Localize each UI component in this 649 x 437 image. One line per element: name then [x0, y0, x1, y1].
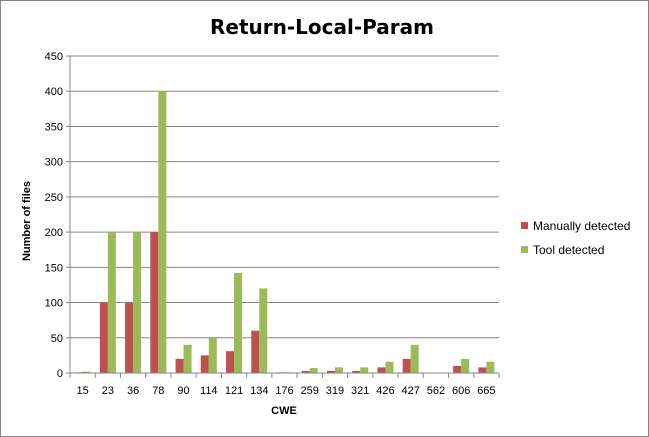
x-tick-label: 15	[76, 385, 88, 397]
bar-tool-134	[259, 288, 268, 373]
bar-manual-23	[99, 302, 108, 373]
x-tick-label: 121	[225, 385, 243, 397]
legend-swatch	[521, 246, 528, 253]
x-tick-label: 176	[275, 385, 293, 397]
bar-tool-114	[208, 337, 217, 373]
y-tick-label: 450	[45, 51, 63, 63]
bar-tool-427	[410, 344, 419, 373]
legend-swatch	[521, 222, 528, 229]
bar-tool-321	[360, 367, 369, 373]
x-tick-label: 665	[477, 385, 495, 397]
x-tick-label: 23	[102, 385, 114, 397]
bar-manual-427	[402, 358, 411, 373]
bar-manual-321	[352, 370, 361, 373]
bar-manual-665	[478, 367, 487, 373]
bar-manual-78	[150, 232, 159, 373]
y-tick-label: 400	[45, 86, 63, 98]
bar-tool-121	[234, 272, 243, 373]
x-axis-ticks: 15 23 36 78 90 114 121 134 176 259 319 321 426 427 562…	[69, 373, 500, 397]
bar-tool-90	[183, 344, 192, 373]
bar-manual-606	[453, 365, 462, 373]
bar-tool-426	[385, 361, 394, 373]
bar-tool-15	[82, 371, 91, 373]
bar-tool-23	[107, 232, 116, 373]
bar-manual-259	[301, 370, 310, 373]
bar-manual-319	[326, 370, 335, 373]
x-tick-label: 426	[376, 385, 394, 397]
x-tick-label: 606	[452, 385, 470, 397]
x-tick-label: 259	[301, 385, 319, 397]
y-tick-label: 0	[57, 368, 63, 380]
legend-label: Tool detected	[533, 243, 604, 257]
axes	[69, 56, 499, 374]
y-tick-label: 350	[45, 121, 63, 133]
y-tick-label: 300	[45, 157, 63, 169]
x-tick-label: 114	[200, 385, 218, 397]
bar-tool-36	[133, 232, 142, 373]
bars	[74, 91, 495, 373]
legend-label: Manually detected	[533, 219, 630, 233]
gridlines	[70, 55, 499, 339]
bar-manual-426	[377, 367, 386, 373]
y-axis-label: Number of files	[21, 181, 33, 261]
x-tick-label: 321	[351, 385, 369, 397]
bar-tool-319	[334, 367, 343, 373]
bar-manual-134	[251, 330, 260, 373]
bar-tool-259	[309, 368, 318, 373]
x-tick-label: 427	[401, 385, 419, 397]
bar-tool-78	[158, 91, 167, 373]
x-tick-label: 36	[127, 385, 139, 397]
y-axis-ticks: 0 50 100 150 200 250 300 350 400 450	[45, 51, 70, 380]
legend: Manually detected Tool detected	[521, 219, 630, 257]
y-tick-label: 250	[45, 192, 63, 204]
y-tick-label: 150	[45, 262, 63, 274]
chart-title: Return-Local-Param	[210, 15, 434, 39]
y-tick-label: 50	[51, 333, 63, 345]
bar-manual-36	[125, 302, 134, 373]
bar-tool-665	[486, 361, 495, 373]
x-tick-label: 90	[177, 385, 189, 397]
x-axis-label: CWE	[271, 405, 297, 417]
y-tick-label: 200	[45, 227, 63, 239]
x-tick-label: 134	[250, 385, 268, 397]
bar-manual-114	[200, 355, 209, 373]
y-tick-label: 100	[45, 298, 63, 310]
x-tick-label: 78	[152, 385, 164, 397]
x-tick-label: 319	[326, 385, 344, 397]
x-tick-label: 562	[427, 385, 445, 397]
bar-manual-90	[175, 358, 184, 373]
bar-manual-121	[226, 351, 235, 373]
bar-tool-606	[461, 358, 470, 373]
